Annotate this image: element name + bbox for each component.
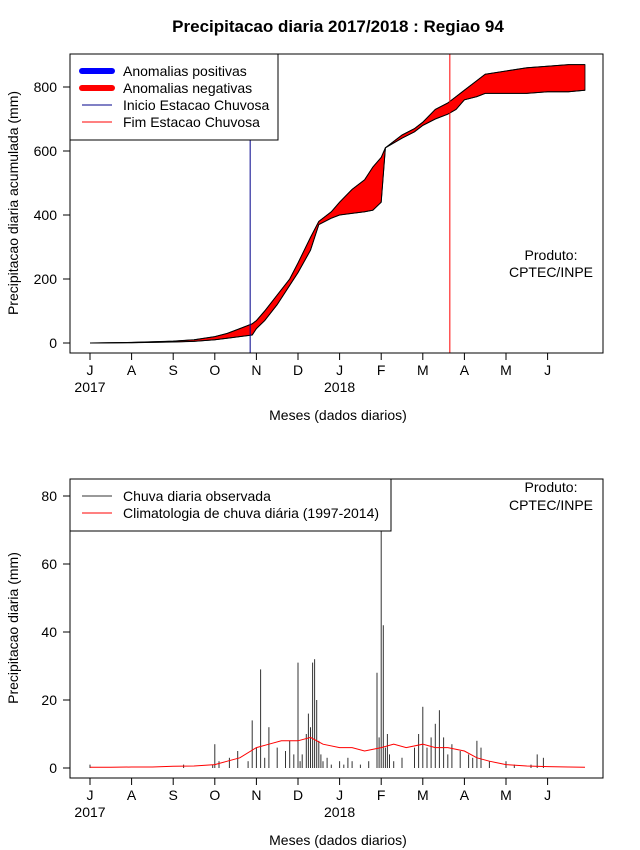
legend: Chuva diaria observada Climatologia de c… [69,478,392,532]
legend: Anomalias positivas Anomalias negativas … [69,53,279,141]
legend-label-fim: Fim Estacao Chuvosa [123,114,260,130]
year-label: 2017 [74,804,105,820]
x-tick-label: S [169,362,178,378]
legend-label-climatology: Climatologia de chuva diária (1997-2014) [123,505,379,521]
legend-label-observed: Chuva diaria observada [123,488,271,504]
y-axis-label: Precipitacao diaria acumulada (mm) [5,91,21,315]
x-tick-label: M [417,787,429,803]
legend-label-positive: Anomalias positivas [123,63,247,79]
legend-label-negative: Anomalias negativas [123,80,252,96]
y-tick-label: 400 [34,207,58,223]
x-tick-label: A [460,362,470,378]
x-tick-label: F [377,787,386,803]
climatology-cumulative-line [89,64,585,344]
y-tick-label: 20 [41,692,57,708]
x-tick-label: A [127,362,137,378]
product-label: Produto: [525,479,578,495]
climatology-daily-line [90,736,586,768]
y-axis-label: Precipitacao diaria (mm) [5,552,21,704]
legend-box [69,478,392,532]
product-source: CPTEC/INPE [509,497,593,513]
cumulative-series [89,54,586,353]
year-label: 2018 [324,804,355,820]
y-tick-label: 80 [41,488,57,504]
chart-title: Precipitacao diaria 2017/2018 : Regiao 9… [172,17,504,36]
y-tick-label: 40 [41,624,57,640]
x-tick-label: D [293,362,303,378]
x-tick-label: J [336,362,343,378]
x-tick-label: J [544,787,551,803]
x-tick-label: F [377,362,386,378]
year-label: 2017 [74,379,105,395]
x-tick-label: M [500,362,512,378]
y-tick-label: 0 [49,760,57,776]
x-tick-label: O [209,362,220,378]
product-label: Produto: [525,247,578,263]
plot-frame [69,53,604,354]
x-tick-label: J [336,787,343,803]
x-tick-label: N [251,362,261,378]
product-source: CPTEC/INPE [509,264,593,280]
y-tick-label: 600 [34,143,58,159]
y-tick-label: 800 [34,79,58,95]
daily-series [89,530,586,768]
x-axis-label: Meses (dados diarios) [269,407,407,423]
x-tick-label: J [544,362,551,378]
y-tick-label: 0 [49,335,57,351]
x-tick-label: M [500,787,512,803]
x-tick-label: D [293,787,303,803]
x-tick-label: A [127,787,137,803]
x-tick-label: S [169,787,178,803]
x-tick-label: N [251,787,261,803]
y-tick-label: 200 [34,271,58,287]
x-tick-label: J [87,787,94,803]
legend-label-inicio: Inicio Estacao Chuvosa [123,97,270,113]
x-tick-label: M [417,362,429,378]
x-tick-label: A [460,787,470,803]
x-axis-label: Meses (dados diarios) [269,832,407,848]
year-label: 2018 [324,379,355,395]
observed-cumulative-line [89,89,586,344]
y-tick-label: 60 [41,556,57,572]
x-tick-label: O [209,787,220,803]
x-tick-label: J [87,362,94,378]
